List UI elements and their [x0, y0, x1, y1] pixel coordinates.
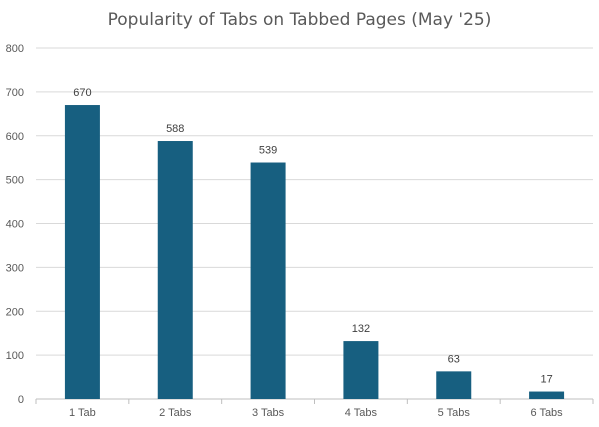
x-tick-label: 4 Tabs: [345, 407, 378, 419]
bar: [250, 162, 286, 399]
bar: [436, 371, 472, 399]
y-tick-label: 200: [6, 306, 24, 318]
data-label: 670: [73, 87, 91, 99]
bar: [529, 391, 565, 399]
data-label: 132: [352, 323, 370, 335]
x-tick-label: 5 Tabs: [438, 407, 471, 419]
x-tick-label: 2 Tabs: [159, 407, 192, 419]
y-tick-label: 800: [6, 43, 24, 55]
y-tick-label: 400: [6, 219, 24, 231]
bar: [157, 141, 193, 399]
data-label: 63: [448, 353, 460, 365]
data-label: 539: [259, 145, 277, 157]
y-tick-label: 700: [6, 87, 24, 99]
bar: [343, 341, 379, 399]
y-tick-label: 0: [18, 394, 24, 406]
y-tick-label: 500: [6, 175, 24, 187]
y-tick-label: 300: [6, 262, 24, 274]
y-tick-label: 600: [6, 131, 24, 143]
x-tick-label: 1 Tab: [69, 407, 96, 419]
chart-title: Popularity of Tabs on Tabbed Pages (May …: [107, 10, 492, 30]
data-label: 588: [166, 123, 184, 135]
x-tick-label: 3 Tabs: [252, 407, 285, 419]
data-label: 17: [540, 374, 552, 386]
bar: [64, 105, 100, 399]
y-tick-label: 100: [6, 350, 24, 362]
x-tick-label: 6 Tabs: [530, 407, 563, 419]
